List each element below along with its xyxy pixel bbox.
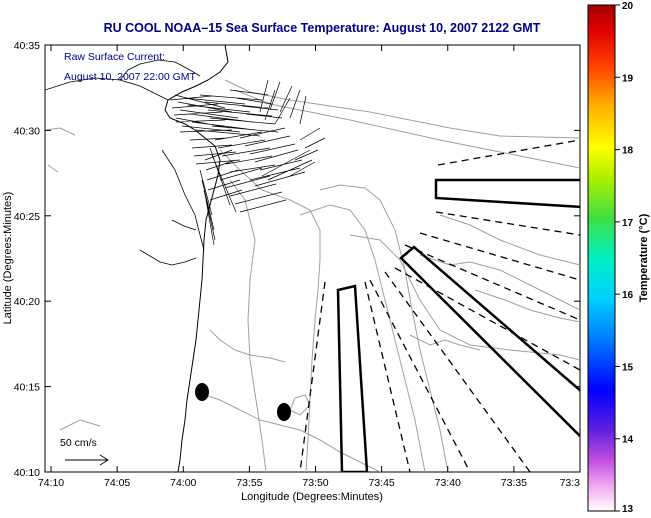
colorbar-tick-label: 18 bbox=[622, 146, 634, 157]
y-tick-label: 40:15 bbox=[14, 382, 40, 394]
scale-arrow bbox=[65, 454, 109, 466]
y-tick-label: 40:10 bbox=[14, 467, 40, 479]
colorbar-tick-label: 19 bbox=[622, 73, 634, 84]
x-tick-label: 73:35 bbox=[501, 477, 527, 489]
x-axis-label: Longitude (Degrees:Minutes) bbox=[241, 491, 383, 503]
colorbar-tick-label: 16 bbox=[622, 290, 634, 301]
x-tick-label: 73:40 bbox=[435, 477, 461, 489]
map-plot-area: Raw Surface Current: August 10, 2007 22:… bbox=[44, 44, 581, 473]
y-tick-label: 40:35 bbox=[14, 40, 40, 52]
x-tick-label: 73:45 bbox=[368, 477, 394, 489]
current-label-line1: Raw Surface Current: bbox=[64, 51, 165, 63]
y-tick-label: 40:20 bbox=[14, 296, 40, 308]
sampling-polygons bbox=[299, 139, 580, 472]
colorbar-tick-label: 15 bbox=[622, 362, 634, 373]
station-marker-west bbox=[195, 383, 209, 401]
x-tick-label: 73:55 bbox=[236, 477, 262, 489]
x-tick-label: 73:3 bbox=[560, 477, 581, 489]
surface-current-vectors bbox=[169, 79, 326, 246]
colorbar-ticks: 20 19 18 17 16 15 14 13 bbox=[615, 1, 634, 515]
coastline bbox=[164, 45, 229, 472]
x-tick-label: 74:05 bbox=[104, 477, 130, 489]
colorbar-tick-label: 20 bbox=[622, 1, 634, 12]
x-tick-label: 74:10 bbox=[38, 477, 64, 489]
y-axis-label: Latitude (Degrees:Minutes) bbox=[2, 192, 14, 325]
scale-label: 50 cm/s bbox=[60, 437, 97, 449]
station-marker-east bbox=[277, 403, 291, 421]
current-label-line2: August 10, 2007 22:00 GMT bbox=[64, 71, 197, 83]
y-axis: 40:35 40:30 40:25 40:20 40:15 40:10 bbox=[14, 40, 580, 479]
x-tick-label: 73:50 bbox=[302, 477, 328, 489]
colorbar-tick-label: 14 bbox=[622, 435, 634, 446]
bathymetry-contours bbox=[45, 79, 580, 472]
colorbar-tick-label: 13 bbox=[622, 504, 634, 515]
colorbar-tick-label: 17 bbox=[622, 218, 634, 229]
y-tick-label: 40:30 bbox=[14, 125, 40, 137]
colorbar-label: Temperature (°C) bbox=[638, 213, 650, 302]
y-tick-label: 40:25 bbox=[14, 211, 40, 223]
x-tick-label: 74:00 bbox=[170, 477, 196, 489]
map-title: RU COOL NOAA–15 Sea Surface Temperature:… bbox=[104, 21, 541, 35]
x-axis: 74:10 74:05 74:00 73:55 73:50 73:45 73:40 73:35… bbox=[38, 45, 581, 489]
colorbar: 20 19 18 17 16 15 14 13 Temperature (°C) bbox=[587, 1, 650, 515]
